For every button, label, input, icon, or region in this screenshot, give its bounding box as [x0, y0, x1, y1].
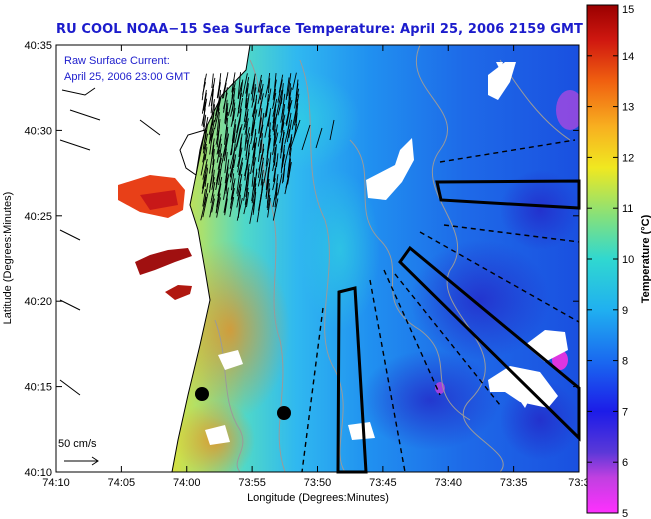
colorbar-tick-label: 8	[622, 356, 628, 368]
x-tick-label: 74:05	[108, 477, 136, 489]
colorbar-tick-label: 12	[622, 152, 634, 164]
y-tick-label: 40:15	[24, 382, 52, 394]
current-annotation-time: April 25, 2006 23:00 GMT	[64, 71, 190, 83]
y-tick-label: 40:25	[24, 211, 52, 223]
colorbar-tick-label: 11	[622, 203, 633, 215]
colorbar-label: Temperature (°C)	[640, 214, 651, 303]
map-title: RU COOL NOAA−15 Sea Surface Temperature:…	[55, 22, 584, 37]
buoy-marker	[195, 387, 209, 401]
colorbar-tick-label: 6	[622, 457, 628, 469]
missing-data-gaps	[205, 62, 568, 445]
x-tick-label: 73:3	[568, 477, 589, 489]
colorbar-tick-label: 14	[622, 51, 634, 63]
x-tick-label: 74:00	[173, 477, 201, 489]
vector-scale-label: 50 cm/s	[58, 438, 97, 450]
buoy-marker	[277, 406, 291, 420]
x-tick-label: 73:50	[304, 477, 332, 489]
x-tick-label: 73:55	[238, 477, 266, 489]
surface-current-vectors	[200, 72, 335, 224]
vector-scale-arrow	[64, 456, 99, 466]
colorbar-tick-label: 10	[622, 254, 634, 266]
current-annotation-title: Raw Surface Current:	[64, 55, 170, 67]
temperature-field	[56, 45, 579, 472]
y-tick-label: 40:10	[24, 467, 52, 479]
colorbar	[586, 4, 619, 514]
x-axis-label: Longitude (Degrees:Minutes)	[247, 492, 389, 504]
x-tick-label: 73:40	[434, 477, 462, 489]
colorbar-tick-label: 7	[622, 406, 628, 418]
y-axis-label: Latitude (Degrees:Minutes)	[2, 192, 14, 325]
x-tick-label: 73:35	[500, 477, 528, 489]
x-tick-label: 74:10	[42, 477, 70, 489]
colorbar-tick-label: 13	[622, 102, 634, 114]
colorbar-tick-label: 5	[622, 508, 628, 519]
y-tick-label: 40:20	[24, 296, 52, 308]
colorbar-tick-label: 9	[622, 305, 628, 317]
x-tick-label: 73:45	[369, 477, 397, 489]
y-tick-label: 40:35	[24, 40, 52, 52]
colorbar-tick-label: 15	[622, 4, 634, 16]
y-tick-label: 40:30	[24, 125, 52, 137]
